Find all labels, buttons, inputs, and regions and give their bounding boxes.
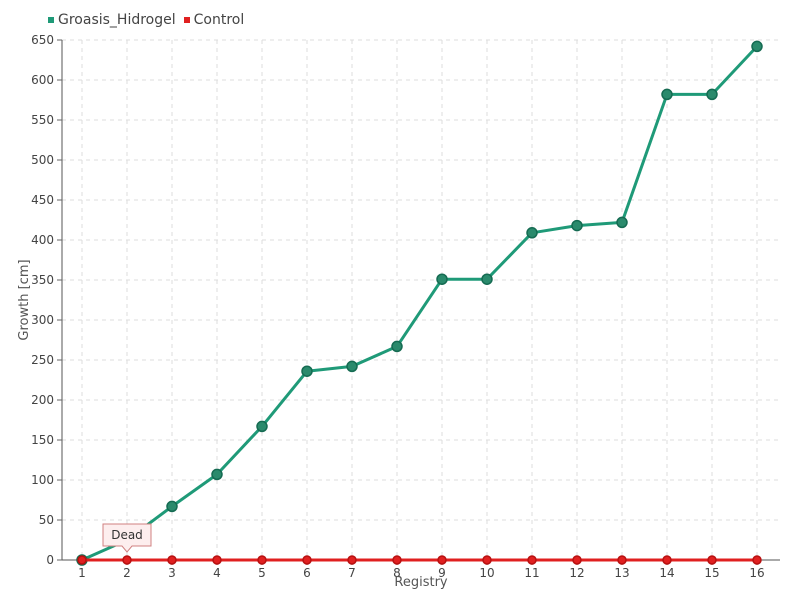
x-axis-title: Registry (394, 575, 448, 590)
series-2-point[interactable] (392, 555, 402, 565)
series-line-1 (81, 45, 759, 562)
y-axis-title: Growth [cm] (17, 259, 32, 340)
series-2-point[interactable] (302, 555, 312, 565)
y-tick-label: 300 (31, 313, 54, 327)
legend-swatch-series-2 (183, 17, 190, 23)
annotation-label: Dead (111, 528, 143, 542)
x-tick-label: 4 (213, 566, 221, 580)
series-2-point[interactable] (167, 555, 177, 565)
series-1-point[interactable] (526, 227, 538, 239)
legend-item-series-1[interactable]: Groasis_Hidrogel (48, 12, 176, 28)
series-1-point[interactable] (211, 468, 223, 481)
series-2-point[interactable] (212, 555, 222, 565)
chart-legend: Groasis_Hidrogel Control (48, 12, 244, 28)
grid-lines (62, 39, 780, 560)
legend-swatch-series-1 (48, 17, 54, 23)
axes (61, 40, 780, 561)
x-tick-label: 1 (78, 566, 86, 580)
y-tick-label: 400 (31, 233, 54, 247)
x-tick-label: 13 (614, 566, 629, 580)
y-tick-label: 150 (31, 433, 54, 447)
x-tick-label: 10 (479, 566, 494, 580)
y-tick-label: 0 (46, 553, 54, 567)
x-tick-label: 16 (749, 566, 764, 580)
series-2-point[interactable] (347, 555, 357, 565)
annotation-callout (102, 523, 152, 553)
series-layer (76, 40, 763, 566)
y-tick-label: 650 (31, 33, 54, 47)
series-1-point[interactable] (751, 40, 763, 53)
series-2-point[interactable] (77, 555, 87, 565)
legend-label-series-2: Control (193, 12, 245, 28)
series-2-point[interactable] (527, 555, 537, 565)
y-tick-label: 600 (31, 73, 54, 87)
legend-label-series-1: Groasis_Hidrogel (58, 12, 176, 28)
y-tick-label: 200 (31, 393, 54, 407)
x-tick-label: 2 (123, 566, 131, 580)
y-tick-label: 100 (31, 473, 54, 487)
y-tick-label: 500 (31, 153, 54, 167)
series-2-point[interactable] (122, 555, 132, 565)
y-tick-label: 250 (31, 353, 54, 367)
series-2-point[interactable] (662, 555, 672, 565)
x-tick-label: 5 (258, 566, 266, 580)
series-2-point[interactable] (617, 555, 627, 565)
series-1-point[interactable] (166, 500, 178, 513)
series-1-point[interactable] (256, 420, 268, 433)
series-1-point[interactable] (616, 216, 628, 229)
series-1-point[interactable] (301, 365, 313, 377)
series-2-point[interactable] (482, 555, 492, 565)
series-2-point[interactable] (257, 555, 267, 565)
series-1-point[interactable] (391, 340, 403, 353)
x-tick-label: 6 (303, 566, 311, 580)
y-tick-label: 550 (31, 113, 54, 127)
x-tick-label: 3 (168, 566, 176, 580)
series-1-point[interactable] (571, 219, 583, 232)
x-tick-label: 8 (393, 566, 401, 580)
y-axis-ticks: 0 50 100 150 200 250 300 350 400 450 500 550 600 650 (31, 33, 62, 567)
y-tick-label: 450 (31, 193, 54, 207)
series-2-point[interactable] (752, 555, 762, 565)
series-1-point[interactable] (481, 273, 493, 285)
annotation-layer: Dead (102, 523, 152, 553)
x-tick-label: 9 (438, 566, 446, 580)
series-2-point[interactable] (707, 555, 717, 565)
x-tick-label: 12 (569, 566, 584, 580)
y-tick-label: 50 (39, 513, 54, 527)
series-1-point[interactable] (346, 360, 358, 373)
x-tick-label: 7 (348, 566, 356, 580)
series-1-point[interactable] (706, 88, 718, 101)
x-tick-label: 11 (524, 566, 539, 580)
series-1-point[interactable] (436, 273, 448, 285)
series-1-point[interactable] (661, 88, 673, 101)
series-2-point[interactable] (437, 555, 447, 565)
x-tick-label: 14 (659, 566, 674, 580)
x-axis-ticks: 1 2 3 4 5 6 7 8 9 10 11 12 13 14 15 16 (78, 560, 765, 580)
x-tick-label: 15 (704, 566, 719, 580)
legend-item-series-2[interactable]: Control (183, 12, 245, 28)
y-tick-label: 350 (31, 273, 54, 287)
series-2-point[interactable] (572, 555, 582, 565)
